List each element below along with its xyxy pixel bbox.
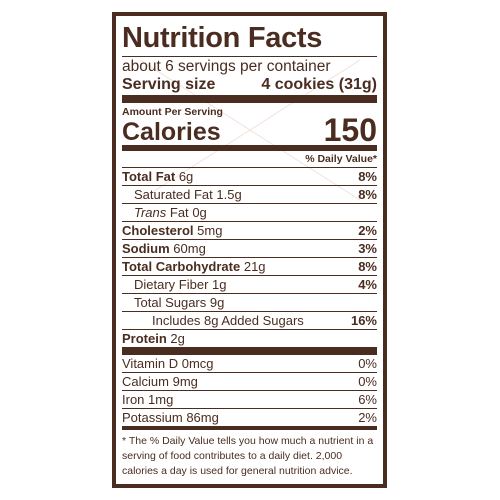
nutrient-left: Sodium 60mg	[122, 240, 206, 257]
nutrient-amount: 21g	[243, 259, 266, 274]
vitamin-amount: 9mg	[172, 374, 198, 389]
vitamin-dv: 6%	[358, 392, 377, 407]
nutrient-left: Dietary Fiber 1g	[122, 276, 227, 293]
bg-line	[139, 59, 361, 201]
thick-bar	[122, 347, 377, 355]
nutrient-amount: 0g	[192, 205, 207, 220]
servings: about 6 servings per container	[122, 58, 331, 75]
vitamin-left: Iron 1mg	[122, 391, 173, 408]
vitamin-dv: 0%	[358, 374, 377, 389]
vitamin-name: Iron	[122, 392, 145, 407]
title: Nutrition Facts	[122, 22, 323, 54]
nutrient-dv: 8%	[358, 187, 377, 202]
thick-bar	[122, 95, 377, 103]
dv-header: % Daily Value*	[305, 153, 377, 165]
vitamin-row: Vitamin D 0mcg 0%	[122, 355, 377, 372]
nutrient-name-italic: Trans	[134, 205, 167, 220]
vitamin-list: Vitamin D 0mcg 0% Calcium 9mg 0% Iron 1mg 6% P…	[122, 355, 377, 426]
nutrient-name: Total Carbohydrate	[122, 259, 241, 274]
nutrient-row: Saturated Fat 1.5g 8%	[122, 185, 377, 203]
nutrient-name: Includes 8g Added Sugars	[152, 313, 304, 328]
nutrient-name: Cholesterol	[122, 223, 194, 238]
nutrient-row: Dietary Fiber 1g 4%	[122, 275, 377, 293]
vitamin-row: Calcium 9mg 0%	[122, 372, 377, 390]
nutrient-left: Includes 8g Added Sugars	[122, 312, 304, 329]
nutrient-row: Includes 8g Added Sugars 16%	[122, 311, 377, 329]
vitamin-dv: 2%	[358, 410, 377, 425]
vitamin-left: Vitamin D 0mcg	[122, 355, 214, 372]
vitamin-name: Calcium	[122, 374, 169, 389]
nutrition-label: Nutrition Facts about 6 servings per con…	[112, 12, 387, 488]
medium-bar	[122, 145, 377, 151]
nutrient-row: Total Fat 6g 8%	[122, 167, 377, 185]
nutrient-row: Cholesterol 5mg 2%	[122, 221, 377, 239]
nutrient-name: Sodium	[122, 241, 170, 256]
vitamin-row: Potassium 86mg 2%	[122, 408, 377, 426]
nutrient-row: Sodium 60mg 3%	[122, 239, 377, 257]
nutrient-left: Total Carbohydrate 21g	[122, 258, 266, 275]
nutrient-dv: 4%	[358, 277, 377, 292]
nutrient-name: Total Sugars	[134, 295, 207, 310]
nutrient-amount: 60mg	[173, 241, 206, 256]
nutrient-amount: 5mg	[197, 223, 223, 238]
nutrient-row: Trans Fat 0g	[122, 203, 377, 221]
vitamin-name: Potassium	[122, 410, 183, 425]
nutrient-dv: 8%	[358, 259, 377, 274]
vitamin-name: Vitamin D	[122, 356, 179, 371]
serving-size: Serving size 4 cookies (31g)	[122, 75, 377, 95]
nutrient-name: Dietary Fiber	[134, 277, 209, 292]
rule	[122, 56, 377, 57]
nutrient-amount: 6g	[178, 169, 194, 184]
nutrient-left: Protein 2g	[122, 330, 185, 347]
calories: Calories 150	[122, 112, 377, 148]
nutrient-dv: 8%	[358, 169, 377, 184]
nutrient-name: Saturated Fat	[134, 187, 213, 202]
calories-value: 150	[323, 112, 377, 148]
nutrient-row: Total Sugars 9g	[122, 293, 377, 311]
calories-label: Calories	[122, 118, 221, 146]
nutrient-row: Protein 2g	[122, 329, 377, 347]
nutrient-left: Saturated Fat 1.5g	[122, 186, 242, 203]
vitamin-dv: 0%	[358, 356, 377, 371]
vitamin-row: Iron 1mg 6%	[122, 390, 377, 408]
nutrient-amount: 1.5g	[216, 187, 242, 202]
nutrient-name: Total Fat	[122, 169, 176, 184]
serving-size-value: 4 cookies (31g)	[261, 76, 377, 93]
vitamin-amount: 86mg	[186, 410, 219, 425]
vitamin-left: Calcium 9mg	[122, 373, 198, 390]
serving-size-label: Serving size	[122, 76, 216, 93]
nutrient-amount: 9g	[209, 295, 225, 310]
vitamin-left: Potassium 86mg	[122, 409, 219, 426]
nutrient-amount: 2g	[170, 331, 185, 346]
vitamin-amount: 1mg	[148, 392, 174, 407]
nutrient-amount: 1g	[212, 277, 227, 292]
nutrient-list: Total Fat 6g 8% Saturated Fat 1.5g 8% Trans …	[122, 167, 377, 347]
nutrient-name: Fat	[169, 205, 189, 220]
nutrient-row: Total Carbohydrate 21g 8%	[122, 257, 377, 275]
nutrient-dv: 16%	[350, 313, 377, 328]
nutrient-left: Total Sugars 9g	[122, 294, 224, 311]
nutrient-dv: 2%	[358, 223, 377, 238]
nutrient-dv: 3%	[358, 241, 377, 256]
footnote: * The % Daily Value tells you how much a…	[122, 435, 374, 477]
vitamin-amount: 0mcg	[181, 356, 214, 371]
nutrient-left: Trans Fat 0g	[122, 204, 207, 221]
medium-bar	[122, 426, 377, 430]
nutrient-name: Protein	[122, 331, 167, 346]
nutrient-left: Total Fat 6g	[122, 168, 193, 185]
nutrient-left: Cholesterol 5mg	[122, 222, 222, 239]
amount-per-serving: Amount Per Serving	[122, 106, 223, 118]
